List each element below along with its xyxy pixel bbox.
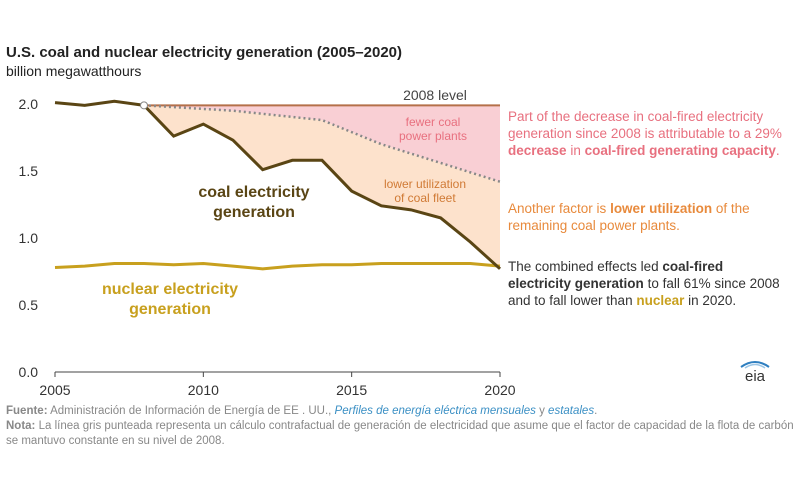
annotation-utilization: Another factor is lower utilization of t…: [508, 201, 750, 233]
chart-subtitle: billion megawatthours: [6, 63, 142, 79]
x-tick-label: 2015: [336, 382, 367, 398]
area-fewer-plants: [144, 105, 500, 182]
link-state[interactable]: estatales: [548, 405, 595, 417]
label-2008-level: 2008 level: [403, 87, 467, 103]
marker-2008: [140, 101, 148, 110]
y-tick-label: 1.5: [19, 163, 39, 179]
label-nuclear: generation: [129, 301, 211, 318]
link-monthly[interactable]: Perfiles de energía eléctrica mensuales: [334, 405, 536, 417]
label-lower-utilization: of coal fleet: [394, 191, 456, 205]
annotation-capacity: Part of the decrease in coal-fired elect…: [508, 109, 782, 158]
label-coal: generation: [213, 204, 295, 221]
y-tick-label: 0.5: [19, 297, 39, 313]
footer-note: Nota: La línea gris punteada representa …: [6, 420, 794, 447]
x-tick-label: 2010: [188, 382, 219, 398]
line-coal: [54, 99, 502, 270]
x-tick-label: 2020: [484, 382, 515, 398]
annotation-combined: The combined effects led coal-fired elec…: [508, 259, 780, 308]
y-tick-label: 2.0: [19, 96, 39, 112]
svg-text:eia: eia: [745, 368, 766, 384]
line-counterfactual: [143, 104, 501, 183]
chart-title: U.S. coal and nuclear electricity genera…: [6, 44, 403, 61]
label-fewer-plants: power plants: [399, 129, 467, 143]
area-lower-utilization: [144, 105, 500, 269]
label-lower-utilization: lower utilization: [384, 177, 466, 191]
chart-svg: 0.0 0.5 1.0 1.5 2.0 2005 2010 2015 2020 2008 leve…: [19, 87, 516, 398]
label-nuclear: nuclear electricity: [102, 281, 238, 298]
eia-logo: eia: [740, 361, 770, 384]
x-tick-label: 2005: [39, 382, 70, 398]
line-nuclear: [54, 261, 501, 271]
label-coal: coal electricity: [198, 184, 309, 201]
footer-source: Fuente: Administración de Información de…: [6, 405, 598, 417]
y-tick-label: 1.0: [19, 230, 39, 246]
y-tick-label: 0.0: [19, 364, 39, 380]
label-fewer-plants: fewer coal: [406, 115, 461, 129]
